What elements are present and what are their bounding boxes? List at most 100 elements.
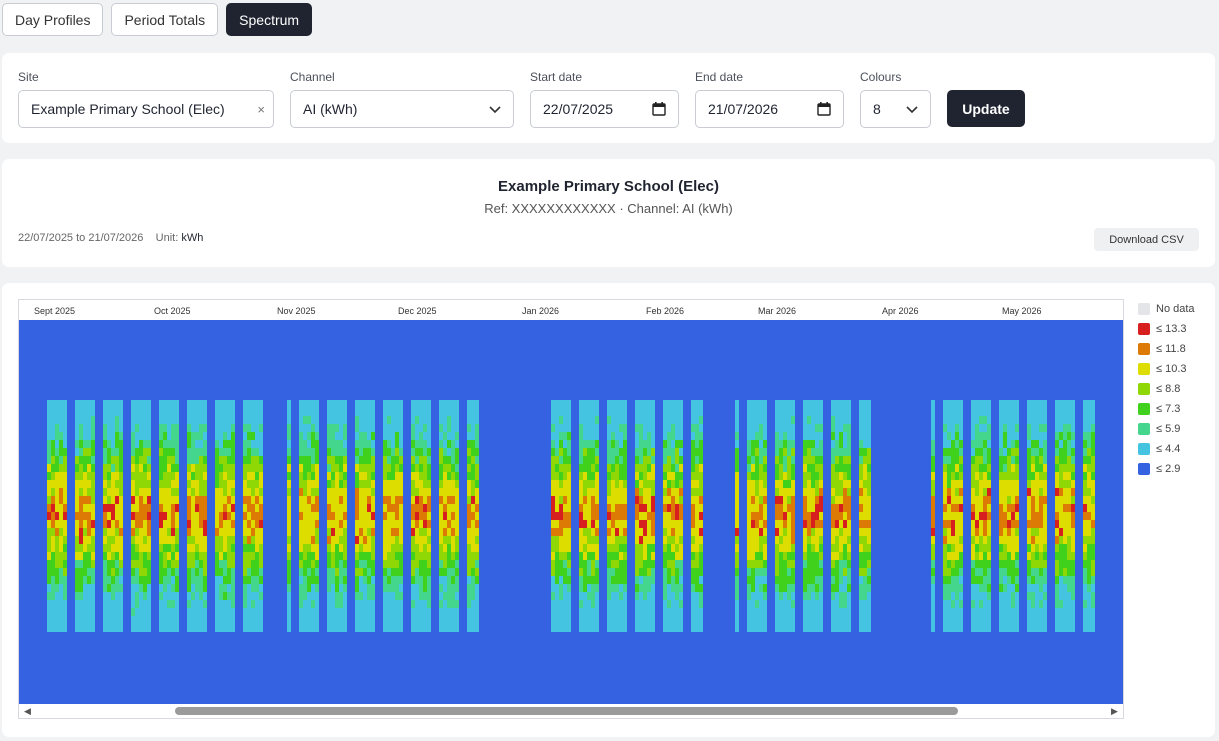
tab-day-profiles[interactable]: Day Profiles <box>2 3 104 36</box>
heatmap-cell <box>695 560 699 568</box>
heatmap-cell <box>439 416 443 424</box>
heatmap-cell <box>1015 448 1019 456</box>
heatmap-cell <box>415 400 419 408</box>
scroll-left-icon[interactable]: ◀ <box>24 706 31 716</box>
heatmap-cell <box>663 448 667 456</box>
end-date-input[interactable]: 21/07/2026 <box>695 90 844 128</box>
start-date-input[interactable]: 22/07/2025 <box>530 90 679 128</box>
heatmap-cell <box>195 408 199 416</box>
heatmap-cell <box>63 592 67 600</box>
heatmap-cell <box>111 464 115 472</box>
update-button[interactable]: Update <box>947 90 1025 127</box>
heatmap-cell <box>255 416 259 424</box>
heatmap-cell <box>1063 456 1067 464</box>
heatmap-cell <box>191 552 195 560</box>
heatmap-cell <box>175 520 179 528</box>
heatmap-cell <box>1035 512 1039 520</box>
heatmap-cell <box>219 504 223 512</box>
legend-item: No data <box>1138 299 1195 319</box>
heatmap-cell <box>307 464 311 472</box>
calendar-icon[interactable] <box>652 102 666 116</box>
heatmap-cell <box>163 400 167 408</box>
heatmap-cell <box>143 432 147 440</box>
heatmap-cell <box>75 448 79 456</box>
scrollbar-thumb[interactable] <box>175 707 958 715</box>
heatmap-cell <box>779 448 783 456</box>
heatmap-cell <box>559 616 563 624</box>
heatmap-cell <box>371 552 375 560</box>
heatmap-cell <box>763 496 767 504</box>
heatmap-cell <box>735 528 739 536</box>
heatmap-cell <box>131 600 135 608</box>
heatmap-cell <box>251 608 255 616</box>
legend-item: ≤ 11.8 <box>1138 339 1195 359</box>
heatmap-cell <box>395 424 399 432</box>
heatmap-cell <box>1011 448 1015 456</box>
colours-select[interactable]: 8 <box>860 90 931 128</box>
clear-icon[interactable]: × <box>257 101 265 117</box>
tab-spectrum[interactable]: Spectrum <box>226 3 313 36</box>
heatmap-cell <box>335 552 339 560</box>
heatmap-cell <box>475 584 479 592</box>
heatmap-cell <box>131 624 135 632</box>
tab-period-totals[interactable]: Period Totals <box>111 3 219 36</box>
heatmap-cell <box>931 520 935 528</box>
download-csv-button[interactable]: Download CSV <box>1094 228 1199 251</box>
heatmap-cell <box>691 616 695 624</box>
heatmap-cell <box>47 504 51 512</box>
heatmap-cell <box>843 424 847 432</box>
heatmap-cell <box>355 608 359 616</box>
heatmap-cell <box>447 560 451 568</box>
heatmap-cell <box>139 528 143 536</box>
channel-select[interactable]: AI (kWh) <box>290 90 514 128</box>
heatmap-cell <box>1007 560 1011 568</box>
heatmap-cell <box>203 408 207 416</box>
heatmap-cell <box>551 544 555 552</box>
heatmap-cell <box>195 608 199 616</box>
heatmap-cell <box>159 568 163 576</box>
heatmap-cell <box>579 552 583 560</box>
heatmap-cell <box>1007 448 1011 456</box>
heatmap-cell <box>975 448 979 456</box>
heatmap-cell <box>1071 584 1075 592</box>
heatmap-cell <box>803 560 807 568</box>
heatmap-cell <box>143 592 147 600</box>
heatmap-cell <box>335 616 339 624</box>
heatmap-cell <box>1067 432 1071 440</box>
heatmap-cell <box>1011 576 1015 584</box>
heatmap-cell <box>987 600 991 608</box>
heatmap-cell <box>643 512 647 520</box>
heatmap-cell <box>863 480 867 488</box>
heatmap-cell <box>783 488 787 496</box>
horizontal-scrollbar[interactable]: ◀ ▶ <box>19 704 1123 718</box>
heatmap-cell <box>415 568 419 576</box>
heatmap-cell <box>391 552 395 560</box>
heatmap-cell <box>1087 512 1091 520</box>
heatmap-cell <box>371 464 375 472</box>
heatmap-cell <box>175 552 179 560</box>
heatmap-cell <box>979 440 983 448</box>
heatmap-cell <box>699 416 703 424</box>
heatmap-cell <box>187 488 191 496</box>
heatmap-cell <box>427 624 431 632</box>
heatmap-cell <box>219 424 223 432</box>
heatmap-cell <box>187 592 191 600</box>
heatmap-cell <box>623 432 627 440</box>
heatmap-cell <box>583 488 587 496</box>
heatmap-cell <box>947 560 951 568</box>
calendar-icon[interactable] <box>817 102 831 116</box>
heatmap-cell <box>131 408 135 416</box>
heatmap-cell <box>195 496 199 504</box>
scroll-right-icon[interactable]: ▶ <box>1111 706 1118 716</box>
heatmap-cell <box>619 504 623 512</box>
heatmap-cell <box>187 584 191 592</box>
heatmap-cell <box>199 416 203 424</box>
site-select[interactable]: Example Primary School (Elec) × <box>18 90 274 128</box>
heatmap-cell <box>227 440 231 448</box>
heatmap-cell <box>979 520 983 528</box>
heatmap-cell <box>1071 496 1075 504</box>
heatmap-cell <box>363 552 367 560</box>
heatmap-cell <box>847 512 851 520</box>
heatmap-cell <box>579 488 583 496</box>
heatmap-cell <box>819 480 823 488</box>
